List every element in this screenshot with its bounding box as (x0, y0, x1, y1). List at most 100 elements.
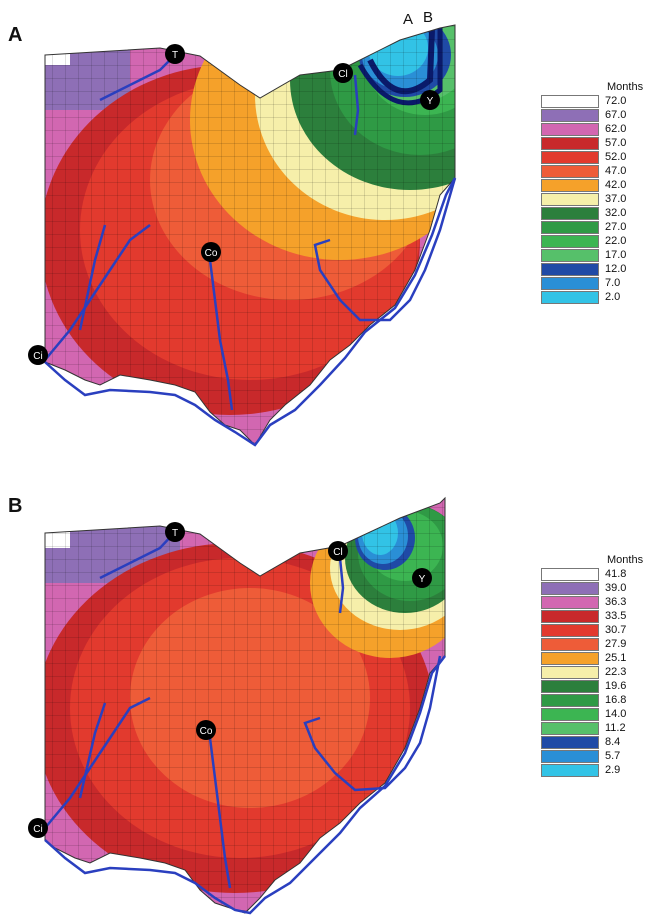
legend-b-item: 41.8 (541, 568, 651, 582)
city-label-youngstown: Y (427, 96, 434, 107)
legend-a-value: 37.0 (605, 193, 627, 205)
state-outline (44, 24, 456, 446)
legend-a-value: 67.0 (605, 109, 627, 121)
legend-b-item: 14.0 (541, 708, 651, 722)
legend-a-value: 7.0 (605, 277, 621, 289)
city-marker-cincinnati: Ci (28, 818, 48, 838)
legend-a-item: 52.0 (541, 151, 651, 165)
city-label-cleveland: Cl (333, 547, 342, 558)
county-grid (45, 498, 445, 913)
state-outline (44, 496, 446, 914)
legend-b-swatch (541, 610, 599, 623)
panel-b-map: T Cl Y Co Ci (28, 496, 446, 915)
legend-a-item: 2.0 (541, 291, 651, 305)
river-muskingum (303, 655, 442, 792)
legend-a-item: 37.0 (541, 193, 651, 207)
legend-b-swatch (541, 750, 599, 763)
legend-b-item: 16.8 (541, 694, 651, 708)
legend-b-swatch (541, 736, 599, 749)
city-marker-cincinnati: Ci (28, 345, 48, 365)
legend-a-item: 27.0 (541, 221, 651, 235)
legend-a-swatch (541, 249, 599, 262)
city-marker-columbus: Co (196, 720, 216, 740)
legend-a-item: 17.0 (541, 249, 651, 263)
legend-b-swatch (541, 582, 599, 595)
legend-b-swatch (541, 666, 599, 679)
legend-a-item: 42.0 (541, 179, 651, 193)
legend-a-swatch (541, 123, 599, 136)
legend-a-item: 7.0 (541, 277, 651, 291)
legend-b-swatch (541, 694, 599, 707)
legend-a-item: 22.0 (541, 235, 651, 249)
river-maumee (99, 531, 176, 580)
legend-b-item: 8.4 (541, 736, 651, 750)
legend-a-swatch (541, 95, 599, 108)
river-little-miami (78, 224, 107, 331)
legend-a-swatch (541, 137, 599, 150)
legend-b-item: 22.3 (541, 666, 651, 680)
river-great-miami (44, 224, 151, 361)
river-scioto (208, 259, 234, 411)
city-label-columbus: Co (205, 248, 218, 259)
legend-b-swatch (541, 764, 599, 777)
river-scioto (208, 737, 232, 889)
county-grid (45, 25, 455, 445)
legend-b-swatch (541, 708, 599, 721)
legend-a-value: 27.0 (605, 221, 627, 233)
legend-b-value: 14.0 (605, 708, 627, 720)
legend-b-value: 16.8 (605, 694, 627, 706)
legend-b-value: 39.0 (605, 582, 627, 594)
legend-b-value: 33.5 (605, 610, 627, 622)
legend-a-value: 52.0 (605, 151, 627, 163)
city-label-columbus: Co (200, 726, 213, 737)
city-label-cincinnati: Ci (33, 824, 42, 835)
legend-a-item: 12.0 (541, 263, 651, 277)
legend-b-item: 33.5 (541, 610, 651, 624)
legend-b-value: 2.9 (605, 764, 621, 776)
legend-b-swatch (541, 568, 599, 581)
legend-b-value: 41.8 (605, 568, 627, 580)
legend-b-item: 5.7 (541, 750, 651, 764)
legend-b-swatch (541, 680, 599, 693)
legend-b-swatch (541, 722, 599, 735)
legend-a-swatch (541, 207, 599, 220)
city-marker-columbus: Co (201, 242, 221, 262)
legend-a-swatch (541, 291, 599, 304)
city-marker-cleveland: Cl (333, 63, 353, 83)
legend-a-value: 57.0 (605, 137, 627, 149)
city-label-cleveland: Cl (338, 69, 347, 80)
river-ohio (44, 177, 457, 447)
legend-b-item: 30.7 (541, 624, 651, 638)
legend-b-value: 5.7 (605, 750, 621, 762)
legend-a-value: 32.0 (605, 207, 627, 219)
legend-a-item: 62.0 (541, 123, 651, 137)
legend-b-swatch (541, 624, 599, 637)
river-great-miami (44, 696, 151, 829)
legend-b-swatch (541, 638, 599, 651)
city-marker-toledo: T (165, 522, 185, 542)
panel-b-label: B (8, 495, 23, 517)
legend-a-value: 72.0 (605, 95, 627, 107)
legend-a-swatch (541, 193, 599, 206)
legend-a-swatch (541, 235, 599, 248)
legend-a-value: 17.0 (605, 249, 627, 261)
legend-b-item: 25.1 (541, 652, 651, 666)
city-label-cincinnati: Ci (33, 351, 42, 362)
legend-a-swatch (541, 277, 599, 290)
legend-b-item: 11.2 (541, 722, 651, 736)
legend-a-item: 32.0 (541, 207, 651, 221)
legend-b-item: 39.0 (541, 582, 651, 596)
legend-b-item: 19.6 (541, 680, 651, 694)
legend-a-item: 57.0 (541, 137, 651, 151)
legend-a-swatch (541, 221, 599, 234)
city-marker-youngstown: Y (412, 568, 432, 588)
city-marker-youngstown: Y (420, 90, 440, 110)
contour-label-b: B (423, 9, 433, 26)
city-label-toledo: T (172, 528, 178, 539)
legend-a-value: 22.0 (605, 235, 627, 247)
legend-a-title: Months (607, 81, 644, 93)
river-ohio (44, 655, 446, 915)
legend-b-value: 11.2 (605, 722, 626, 734)
legend-a-item: 72.0 (541, 95, 651, 109)
legend-b-swatch (541, 596, 599, 609)
